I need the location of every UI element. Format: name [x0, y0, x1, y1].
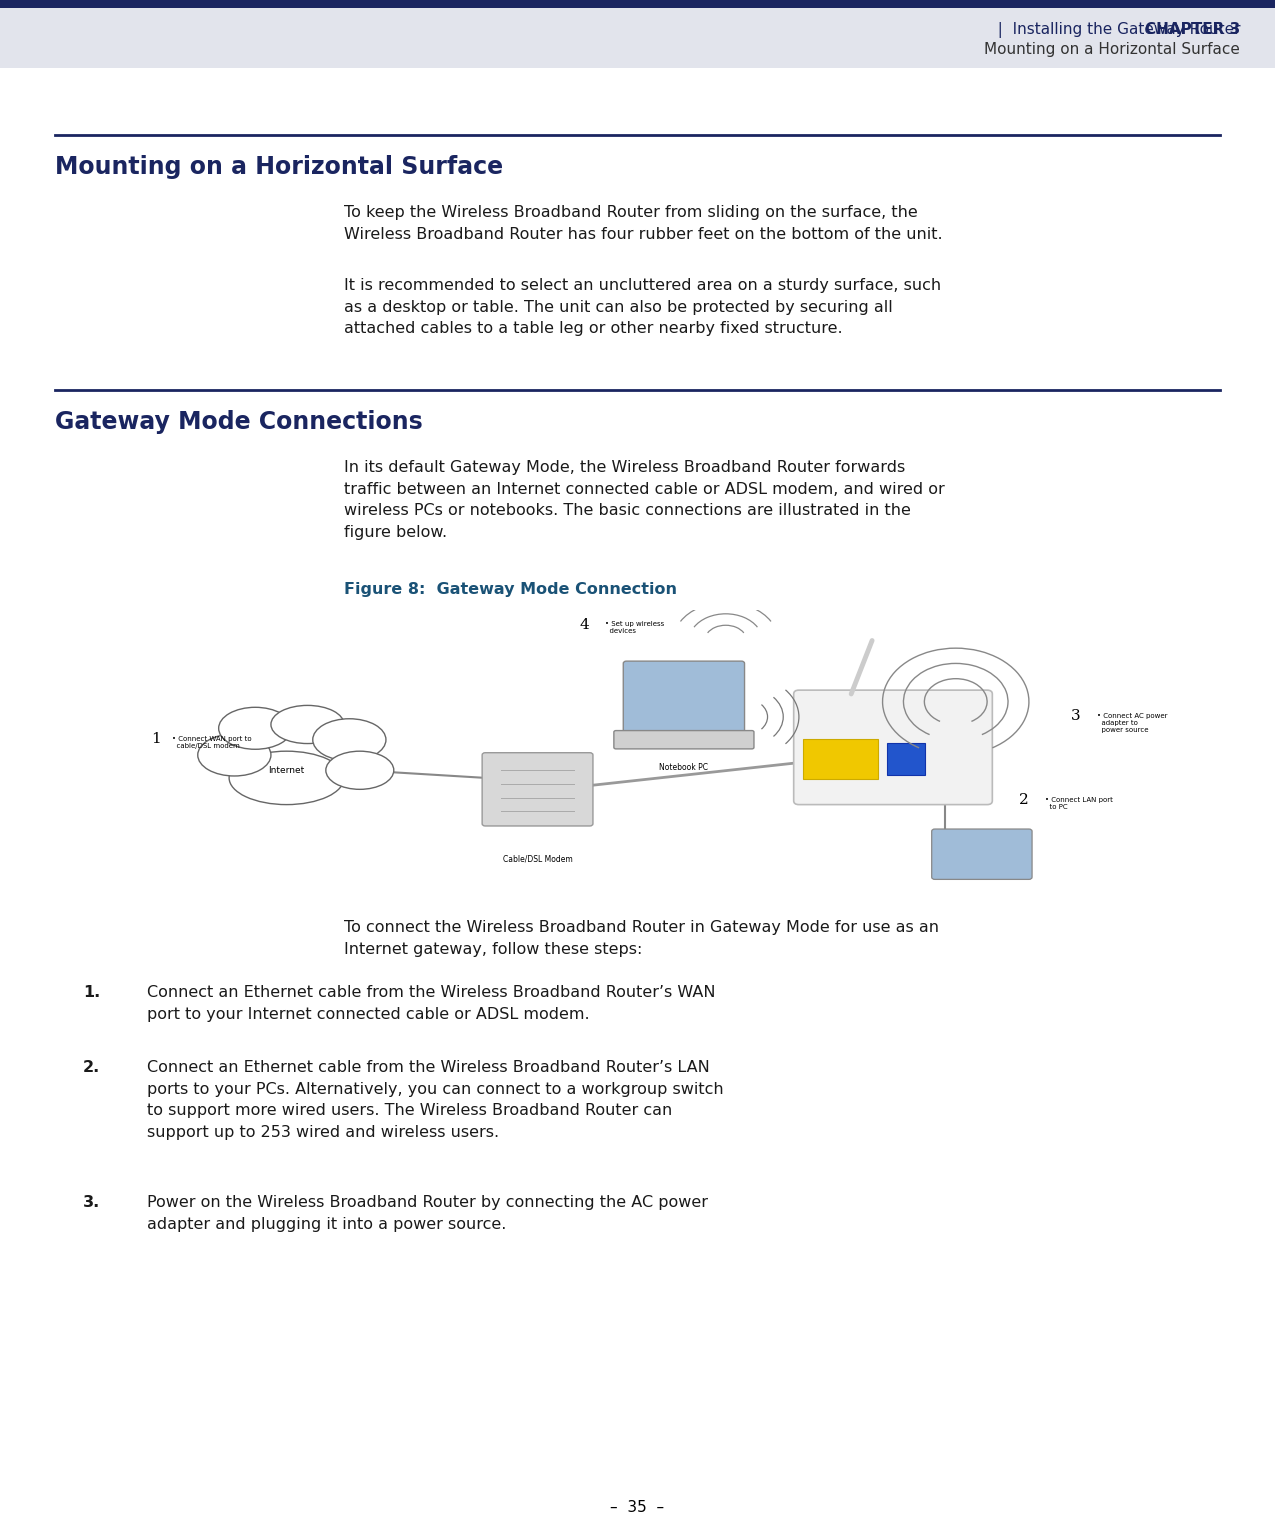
Text: Gateway Mode Connections: Gateway Mode Connections — [55, 411, 422, 434]
Ellipse shape — [230, 751, 344, 804]
Text: • Set up wireless
  devices: • Set up wireless devices — [606, 622, 664, 634]
Text: CHAPTER 3: CHAPTER 3 — [1145, 21, 1241, 37]
Text: Internet: Internet — [269, 766, 305, 775]
Text: 1.: 1. — [83, 985, 101, 1000]
Ellipse shape — [270, 705, 344, 743]
Text: 2: 2 — [1019, 794, 1028, 807]
Text: |  Installing the Gateway Router: | Installing the Gateway Router — [988, 21, 1241, 38]
Bar — [0, 0, 1275, 8]
Text: To connect the Wireless Broadband Router in Gateway Mode for use as an
Internet : To connect the Wireless Broadband Router… — [344, 921, 940, 956]
Ellipse shape — [198, 734, 270, 777]
Text: In its default Gateway Mode, the Wireless Broadband Router forwards
traffic betw: In its default Gateway Mode, the Wireles… — [344, 460, 945, 539]
Text: • Connect LAN port
  to PC: • Connect LAN port to PC — [1044, 797, 1113, 810]
FancyBboxPatch shape — [803, 738, 878, 778]
Text: 3: 3 — [1071, 709, 1080, 723]
Text: Notebook PC: Notebook PC — [659, 763, 709, 772]
Text: Cable/DSL Modem: Cable/DSL Modem — [502, 855, 572, 863]
FancyBboxPatch shape — [793, 689, 992, 804]
Text: 1: 1 — [150, 732, 161, 746]
Text: CHAPTER 3  |  Installing the Gateway Router: CHAPTER 3 | Installing the Gateway Route… — [901, 21, 1241, 38]
Text: To keep the Wireless Broadband Router from sliding on the surface, the
Wireless : To keep the Wireless Broadband Router fr… — [344, 205, 944, 242]
Text: 2.: 2. — [83, 1060, 101, 1075]
FancyBboxPatch shape — [482, 752, 593, 826]
Ellipse shape — [312, 719, 386, 761]
Text: • Connect WAN port to
  cable/DSL modem: • Connect WAN port to cable/DSL modem — [172, 735, 251, 749]
Bar — [0, 8, 1275, 67]
FancyBboxPatch shape — [613, 731, 754, 749]
Text: 3.: 3. — [83, 1195, 101, 1210]
Text: Mounting on a Horizontal Surface: Mounting on a Horizontal Surface — [55, 155, 502, 179]
FancyBboxPatch shape — [886, 743, 926, 775]
Text: Connect an Ethernet cable from the Wireless Broadband Router’s LAN
ports to your: Connect an Ethernet cable from the Wirel… — [147, 1060, 723, 1140]
Ellipse shape — [326, 751, 394, 789]
Text: 4: 4 — [579, 617, 589, 631]
Ellipse shape — [219, 708, 292, 749]
Text: Mounting on a Horizontal Surface: Mounting on a Horizontal Surface — [984, 41, 1241, 57]
Text: –  35  –: – 35 – — [609, 1500, 664, 1515]
Text: Power on the Wireless Broadband Router by connecting the AC power
adapter and pl: Power on the Wireless Broadband Router b… — [147, 1195, 708, 1232]
FancyBboxPatch shape — [932, 829, 1031, 879]
FancyBboxPatch shape — [623, 662, 745, 734]
Text: It is recommended to select an uncluttered area on a sturdy surface, such
as a d: It is recommended to select an unclutter… — [344, 277, 941, 336]
Text: Figure 8:  Gateway Mode Connection: Figure 8: Gateway Mode Connection — [344, 582, 677, 597]
Text: Connect an Ethernet cable from the Wireless Broadband Router’s WAN
port to your : Connect an Ethernet cable from the Wirel… — [147, 985, 715, 1022]
Text: • Connect AC power
  adapter to
  power source: • Connect AC power adapter to power sour… — [1096, 712, 1168, 732]
